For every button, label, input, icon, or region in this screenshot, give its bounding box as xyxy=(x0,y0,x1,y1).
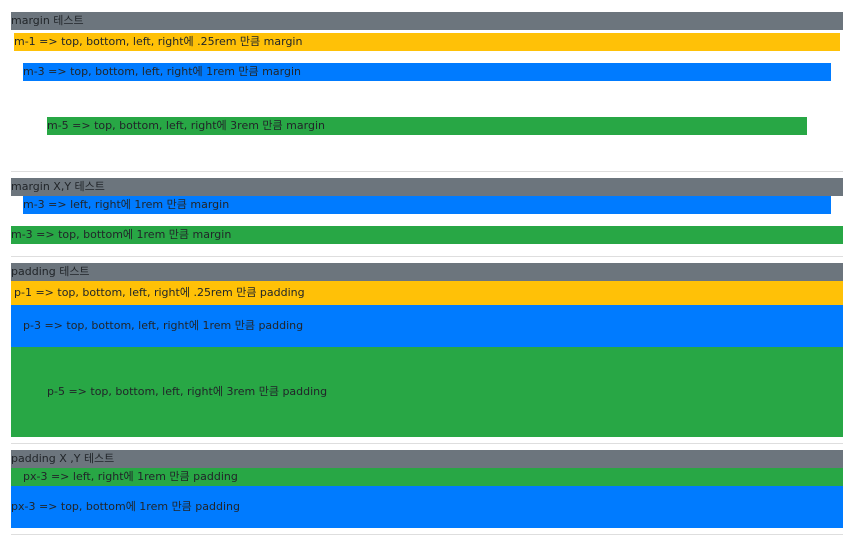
margin-1-box: m-1 => top, bottom, left, right에 .25rem … xyxy=(14,33,840,51)
margin-y-3-box: m-3 => top, bottom에 1rem 만큼 margin xyxy=(11,226,843,244)
section-heading-margin: margin 테스트 xyxy=(11,12,843,30)
section-heading-padding-xy: padding X ,Y 테스트 xyxy=(11,450,843,468)
divider xyxy=(11,256,843,257)
divider xyxy=(11,534,843,535)
margin-5-box: m-5 => top, bottom, left, right에 3rem 만큼… xyxy=(47,117,807,135)
padding-1-box: p-1 => top, bottom, left, right에 .25rem … xyxy=(11,281,843,305)
margin-3-box: m-3 => top, bottom, left, right에 1rem 만큼… xyxy=(23,63,831,81)
section-heading-padding: padding 테스트 xyxy=(11,263,843,281)
padding-3-box: p-3 => top, bottom, left, right에 1rem 만큼… xyxy=(11,305,843,347)
divider xyxy=(11,171,843,172)
divider xyxy=(11,443,843,444)
padding-y-3-box: px-3 => top, bottom에 1rem 만큼 padding xyxy=(11,486,843,528)
padding-x-3-box: px-3 => left, right에 1rem 만큼 padding xyxy=(11,468,843,486)
margin-x-3-box: m-3 => left, right에 1rem 만큼 margin xyxy=(23,196,831,214)
padding-5-box: p-5 => top, bottom, left, right에 3rem 만큼… xyxy=(11,347,843,437)
section-heading-margin-xy: margin X,Y 테스트 xyxy=(11,178,843,196)
